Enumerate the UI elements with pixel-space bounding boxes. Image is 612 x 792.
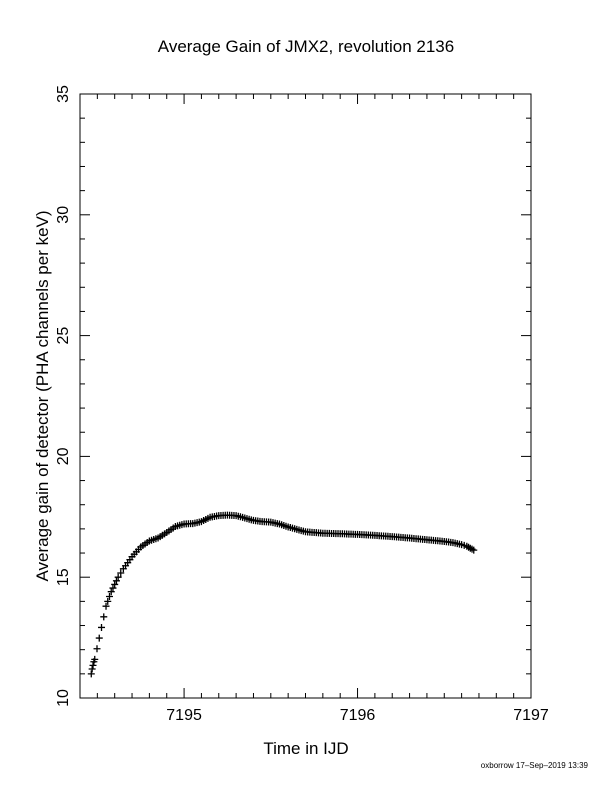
x-tick-labels: 7195 7196 7197 xyxy=(166,707,549,724)
data-point xyxy=(91,655,99,663)
data-point xyxy=(88,665,96,673)
data-point xyxy=(95,634,103,642)
data-point xyxy=(470,546,478,554)
y-tick-label: 30 xyxy=(55,206,72,224)
axis-ticks xyxy=(79,93,532,699)
data-point xyxy=(89,661,97,669)
data-points xyxy=(87,511,478,678)
data-point xyxy=(111,580,119,588)
data-point xyxy=(87,670,95,678)
data-point xyxy=(100,613,108,621)
data-point xyxy=(114,573,122,581)
data-point xyxy=(105,593,113,601)
data-point xyxy=(107,588,115,596)
x-axis-label: Time in IJD xyxy=(263,739,348,758)
chart-title: Average Gain of JMX2, revolution 2136 xyxy=(158,37,454,56)
data-point xyxy=(102,602,110,610)
y-tick-label: 20 xyxy=(55,447,72,465)
data-point xyxy=(109,584,117,592)
y-tick-label: 15 xyxy=(55,568,72,586)
y-tick-labels: 10 15 20 25 30 35 xyxy=(55,85,72,707)
data-point xyxy=(98,623,106,631)
x-tick-label: 7195 xyxy=(166,707,202,724)
footer-note: oxborrow 17–Sep–2019 13:39 xyxy=(481,761,589,770)
data-point xyxy=(93,645,101,653)
x-tick-label: 7197 xyxy=(513,707,549,724)
plot-frame xyxy=(79,93,532,699)
y-tick-label: 10 xyxy=(55,689,72,707)
data-point xyxy=(104,597,112,605)
data-point xyxy=(112,577,120,585)
x-tick-label: 7196 xyxy=(340,707,376,724)
data-point xyxy=(117,569,125,577)
y-tick-label: 35 xyxy=(55,85,72,103)
y-tick-label: 25 xyxy=(55,327,72,345)
y-axis-label: Average gain of detector (PHA channels p… xyxy=(33,210,52,581)
